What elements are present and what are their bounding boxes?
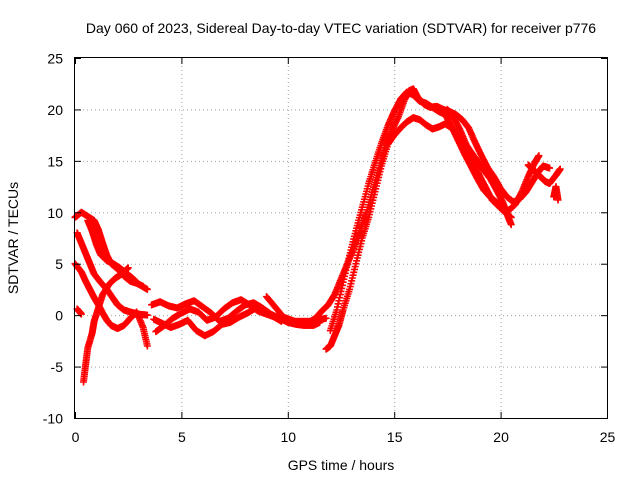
data-point (546, 164, 554, 172)
x-tick-labels: 0 5 10 15 20 25 (72, 429, 616, 445)
x-axis-label: GPS time / hours (288, 457, 395, 473)
y-tick-label: -10 (43, 411, 63, 427)
series-track (322, 114, 515, 353)
series-track (524, 161, 564, 187)
data-point (277, 317, 285, 325)
x-tick-label: 25 (600, 429, 616, 445)
series-track (550, 183, 562, 204)
data-point (77, 310, 85, 318)
y-axis-label: SDTVAR / TECUs (5, 182, 21, 294)
grid (75, 58, 607, 418)
data-point (507, 213, 515, 221)
data-point (316, 318, 324, 326)
data-point (507, 221, 515, 229)
y-tick-label: 10 (47, 205, 63, 221)
series-track (443, 105, 515, 221)
data-point (554, 196, 562, 204)
series-track (71, 260, 151, 350)
x-tick-label: 10 (281, 429, 297, 445)
x-tick-label: 5 (178, 429, 186, 445)
data-point (535, 152, 543, 160)
data-point (556, 165, 564, 173)
data-point (124, 264, 132, 272)
data-points (71, 85, 564, 386)
plot-frame (74, 57, 608, 419)
axis-ticks (75, 58, 608, 419)
y-tick-label: 0 (55, 308, 63, 324)
y-tick-label: 25 (47, 51, 63, 67)
y-tick-labels: -10 -5 0 5 10 15 20 25 (43, 51, 63, 427)
data-point (143, 342, 151, 350)
series-track (73, 305, 85, 318)
x-tick-label: 20 (493, 429, 509, 445)
series-track (84, 217, 151, 293)
chart-title: Day 060 of 2023, Sidereal Day-to-day VTE… (86, 20, 596, 36)
series-track (150, 304, 285, 340)
data-point (322, 314, 330, 322)
x-tick-label: 15 (387, 429, 403, 445)
y-tick-label: 15 (47, 153, 63, 169)
series-track (80, 264, 132, 386)
y-tick-label: 5 (55, 256, 63, 272)
data-point (143, 285, 151, 293)
data-point (143, 311, 151, 319)
y-tick-label: -5 (51, 359, 64, 375)
x-tick-label: 0 (72, 429, 80, 445)
y-tick-label: 20 (47, 102, 63, 118)
